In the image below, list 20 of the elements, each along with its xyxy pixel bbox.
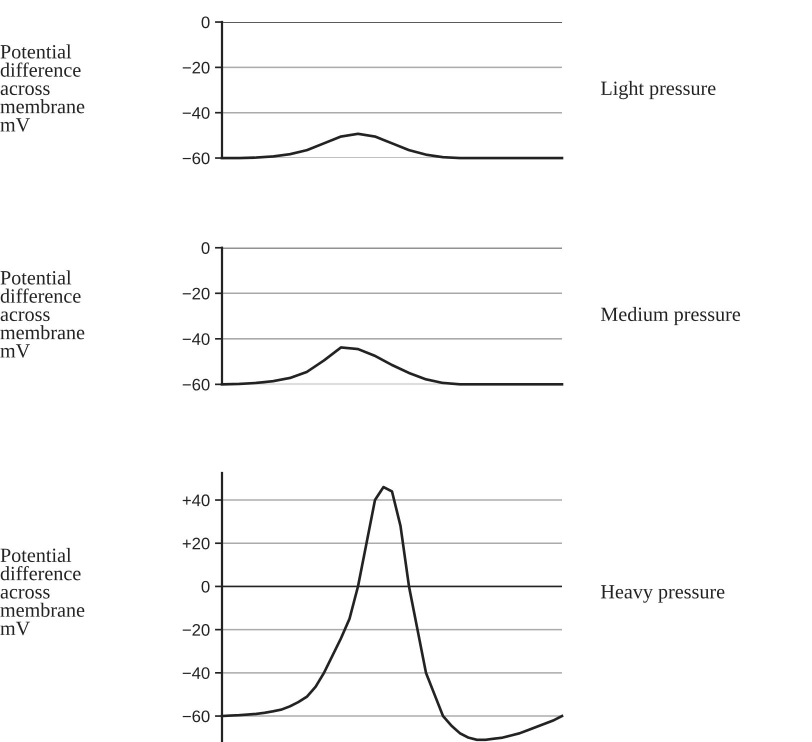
y-tick-label: −40 (182, 107, 210, 119)
text: Heavy pressure (600, 585, 724, 603)
text: Medium pressure (600, 306, 740, 326)
y-tick-label: −40 (182, 333, 210, 346)
y-tick-label: 0 (202, 242, 210, 254)
y-tick-label: −20 (182, 62, 210, 74)
y-axis-title: Potential difference across membrane mV (0, 270, 84, 358)
y-tick-label: +40 (182, 494, 210, 506)
y-tick-label: 0 (202, 580, 210, 593)
y-tick-label: −60 (182, 378, 210, 391)
y-tick-label: 0 (202, 16, 210, 28)
y-axis-title: Potential difference across membrane mV (0, 548, 84, 636)
y-tick-label: −20 (182, 624, 210, 636)
y-tick-label: +20 (182, 538, 210, 550)
y-axis-title: Potential difference across membrane mV (0, 44, 84, 132)
y-tick-label: −60 (182, 152, 210, 164)
y-tick-label: −20 (182, 288, 210, 300)
y-tick-label: −60 (182, 710, 210, 722)
text: Light pressure (600, 80, 716, 100)
y-tick-label: −40 (182, 667, 210, 680)
